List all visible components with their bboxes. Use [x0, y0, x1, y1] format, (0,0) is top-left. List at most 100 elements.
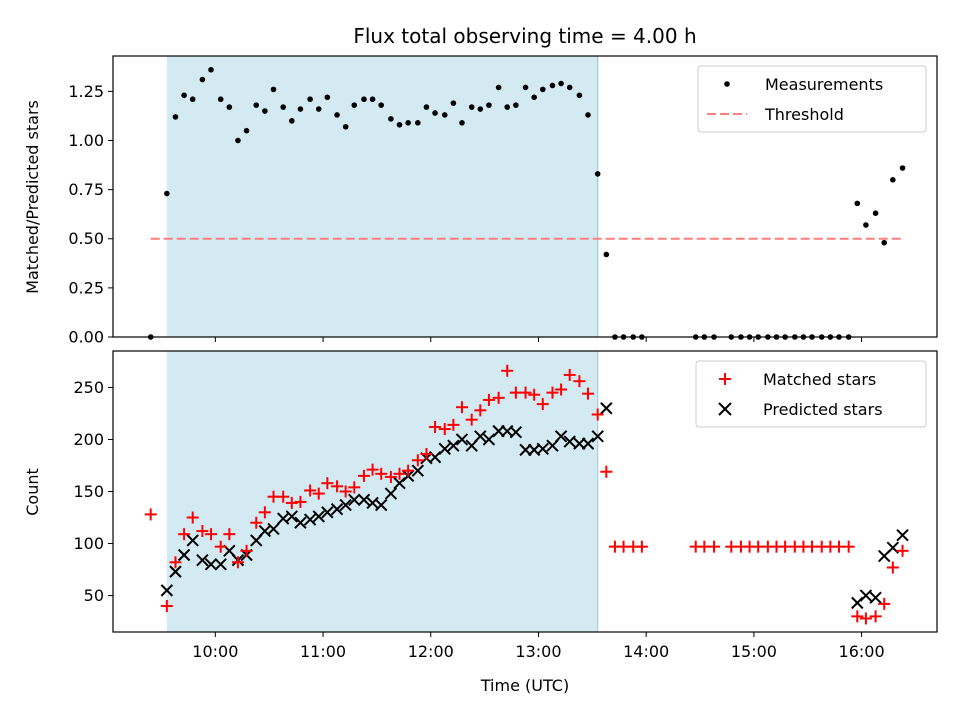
matched-star-point — [492, 391, 505, 404]
predicted-star-point — [581, 437, 595, 450]
matched-star-point — [842, 540, 855, 553]
bottom-x-tick-label: 11:00 — [300, 642, 346, 661]
legend-measurements-label: Measurements — [765, 75, 883, 94]
measurement-point — [217, 96, 224, 103]
measurement-point — [890, 176, 896, 183]
matched-star-point — [294, 495, 307, 508]
predicted-star-point — [312, 510, 325, 523]
measurement-point — [297, 106, 304, 112]
bottom-y-tick-label: 200 — [73, 430, 104, 449]
bottom-x-tick-label: 12:00 — [408, 642, 454, 661]
observing-window-shade-bottom — [166, 351, 598, 632]
measurement-point — [262, 108, 268, 114]
predicted-star-stroke — [474, 430, 487, 443]
measurement-point — [253, 102, 260, 108]
measurement-point — [280, 104, 286, 110]
predicted-star-stroke — [177, 548, 191, 562]
matched-star-point — [519, 386, 532, 399]
predicted-star-stroke — [869, 591, 882, 604]
measurement-point — [881, 239, 888, 246]
measurement-point — [351, 102, 358, 108]
predicted-star-stroke — [169, 565, 182, 578]
matched-star-point — [555, 383, 568, 396]
measurement-point — [270, 86, 277, 93]
predicted-star-stroke — [554, 430, 568, 443]
predicted-star-point — [411, 464, 425, 477]
measurement-point — [594, 171, 601, 177]
top-y-tick-label: 0.25 — [68, 278, 104, 297]
predicted-star-point — [285, 510, 299, 523]
predicted-star-stroke — [455, 433, 469, 446]
matched-star-point — [438, 423, 451, 436]
predicted-star-point — [536, 442, 549, 456]
top-y-tick-label: 0.75 — [68, 180, 104, 199]
measurement-point — [603, 251, 610, 258]
matched-star-point — [635, 540, 648, 553]
measurement-point — [585, 112, 591, 118]
predicted-star-stroke — [438, 442, 451, 456]
predicted-star-stroke — [214, 558, 227, 571]
measurement-point — [450, 100, 457, 106]
matched-star-point — [250, 516, 263, 529]
predicted-star-stroke — [896, 529, 909, 542]
legend-predicted-label: Predicted stars — [763, 400, 883, 419]
predicted-star-stroke — [339, 498, 352, 512]
predicted-star-stroke — [591, 430, 604, 443]
matched-star-point — [169, 556, 182, 569]
measurement-point — [342, 123, 349, 130]
legend-matched-marker — [719, 373, 731, 385]
predicted-star-point — [169, 565, 182, 578]
matched-star-point — [411, 454, 424, 467]
matched-star-point — [240, 544, 253, 557]
measurement-point — [486, 102, 492, 108]
matched-star-point — [196, 525, 209, 538]
matched-star-point — [178, 528, 191, 541]
predicted-star-point — [600, 402, 613, 415]
predicted-star-stroke — [411, 464, 425, 477]
measurement-point — [307, 96, 313, 103]
measurement-point — [315, 106, 322, 112]
matched-star-point — [331, 480, 344, 493]
bottom-y-tick-label: 50 — [84, 586, 104, 605]
predicted-star-stroke — [204, 558, 218, 571]
matched-star-point — [214, 540, 227, 553]
bottom-y-axis-label: Count — [23, 468, 42, 516]
matched-star-point — [600, 465, 613, 478]
bottom-x-tick-label: 13:00 — [515, 642, 561, 661]
matched-star-point — [465, 413, 478, 426]
predicted-star-stroke — [223, 544, 236, 558]
measurement-point — [899, 165, 906, 171]
predicted-star-point — [886, 541, 900, 554]
predicted-star-point — [160, 584, 174, 597]
measurement-point — [172, 114, 179, 120]
legend-matched-label: Matched stars — [763, 370, 876, 389]
matched-star-point — [582, 387, 595, 400]
predicted-star-point — [384, 487, 398, 500]
measurement-point — [369, 96, 376, 103]
matched-star-point — [186, 511, 199, 524]
top-y-tick-label: 1.00 — [68, 131, 104, 150]
chart-title: Flux total observing time = 4.00 h — [353, 24, 696, 48]
predicted-star-point — [374, 498, 388, 512]
predicted-star-stroke — [276, 512, 290, 525]
bottom-legend-box — [695, 360, 927, 428]
measurement-point — [522, 84, 529, 91]
matched-star-point — [420, 448, 433, 461]
matched-star-point — [348, 481, 361, 494]
predicted-star-point — [591, 430, 604, 443]
matched-star-point — [591, 408, 604, 421]
bottom-x-tick-label: 10:00 — [192, 642, 238, 661]
measurement-point — [189, 96, 196, 103]
measurement-point — [243, 127, 250, 134]
measurement-point — [566, 84, 573, 91]
top-y-tick-label: 0.00 — [68, 328, 104, 347]
measurement-point — [539, 86, 546, 93]
matched-star-point — [375, 467, 388, 480]
predicted-star-stroke — [600, 402, 613, 415]
bottom-x-tick-label: 14:00 — [623, 642, 669, 661]
predicted-star-stroke — [258, 524, 272, 538]
matched-star-point — [474, 404, 487, 417]
bottom-y-tick-label: 250 — [73, 378, 104, 397]
predicted-star-point — [214, 558, 227, 571]
predicted-star-point — [330, 502, 344, 516]
